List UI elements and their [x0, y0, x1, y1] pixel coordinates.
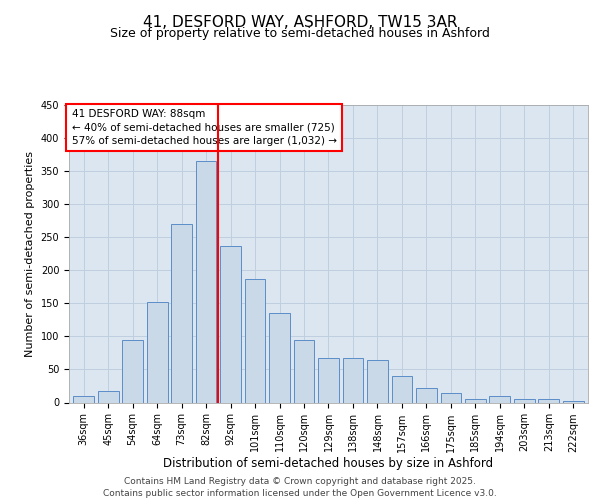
- Bar: [318, 358, 339, 403]
- Bar: [538, 399, 559, 402]
- Bar: [563, 400, 584, 402]
- Bar: [220, 246, 241, 402]
- Bar: [196, 161, 217, 402]
- Bar: [171, 224, 192, 402]
- Text: 41 DESFORD WAY: 88sqm
← 40% of semi-detached houses are smaller (725)
57% of sem: 41 DESFORD WAY: 88sqm ← 40% of semi-deta…: [71, 110, 337, 146]
- Bar: [367, 360, 388, 403]
- Bar: [98, 390, 119, 402]
- Bar: [147, 302, 167, 402]
- Bar: [416, 388, 437, 402]
- Bar: [293, 340, 314, 402]
- Y-axis label: Number of semi-detached properties: Number of semi-detached properties: [25, 151, 35, 357]
- Bar: [392, 376, 412, 402]
- Bar: [245, 279, 265, 402]
- X-axis label: Distribution of semi-detached houses by size in Ashford: Distribution of semi-detached houses by …: [163, 458, 494, 470]
- Bar: [514, 399, 535, 402]
- Text: Contains HM Land Registry data © Crown copyright and database right 2025.
Contai: Contains HM Land Registry data © Crown c…: [103, 476, 497, 498]
- Bar: [269, 313, 290, 402]
- Bar: [440, 392, 461, 402]
- Bar: [73, 396, 94, 402]
- Bar: [122, 340, 143, 402]
- Text: Size of property relative to semi-detached houses in Ashford: Size of property relative to semi-detach…: [110, 28, 490, 40]
- Bar: [343, 358, 364, 403]
- Text: 41, DESFORD WAY, ASHFORD, TW15 3AR: 41, DESFORD WAY, ASHFORD, TW15 3AR: [143, 15, 457, 30]
- Bar: [465, 398, 486, 402]
- Bar: [490, 396, 510, 402]
